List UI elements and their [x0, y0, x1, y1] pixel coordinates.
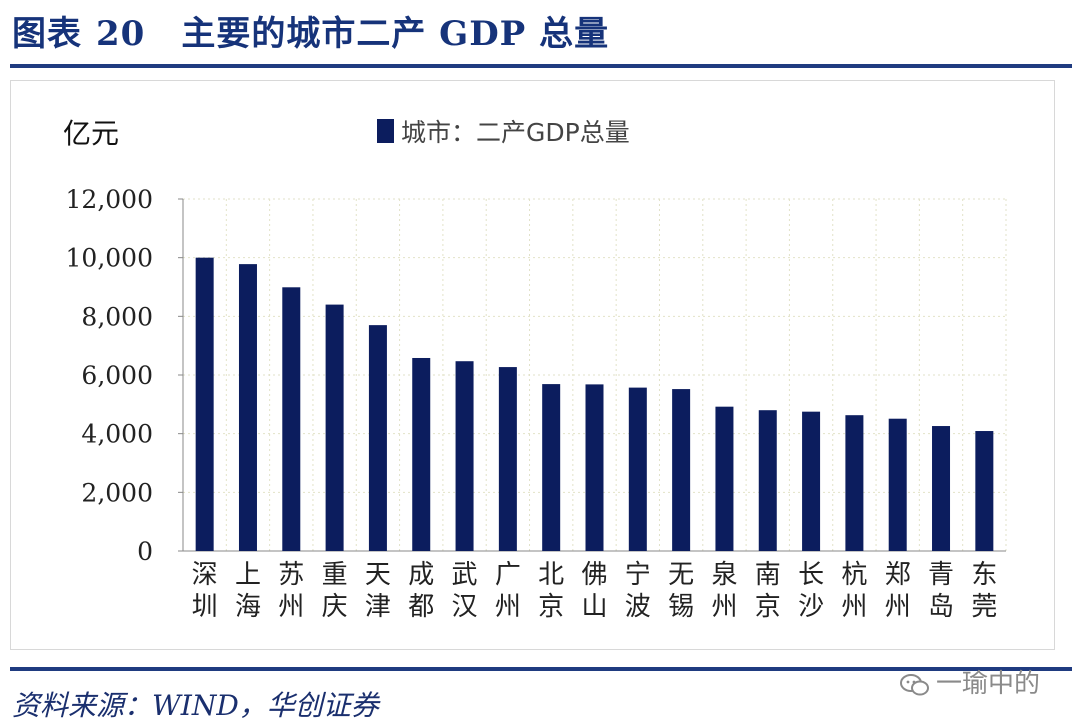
x-tick-label: 杭州: [841, 560, 867, 622]
x-tick-label: 佛山: [581, 560, 607, 622]
footer-rule: [10, 667, 1072, 671]
bar: [368, 325, 387, 551]
legend-label: 城市：二产GDP总量: [401, 118, 630, 147]
bar: [628, 387, 647, 551]
x-tick-label: 东莞: [971, 560, 997, 622]
source-note: 资料来源：WIND，华创证券: [12, 689, 379, 722]
x-tick-label: 深圳: [192, 560, 218, 622]
x-tick-label: 广州: [495, 560, 521, 622]
title-text: 主要的城市二产 GDP 总量: [181, 14, 610, 54]
x-tick-label: 北京: [538, 560, 564, 622]
wechat-icon: [900, 673, 929, 695]
x-tick-label: 天津: [365, 560, 391, 622]
watermark-text: 一瑜中的: [936, 669, 1041, 699]
bar: [325, 304, 344, 551]
x-tick-label: 上海: [235, 560, 261, 622]
x-tick-label: 武汉: [452, 560, 478, 622]
bar: [672, 389, 691, 551]
bar-chart: 0 2,000 4,000 6,000 8,000 10,000 12,000 深圳上海苏州重…: [63, 117, 1007, 622]
y-tick-label: 12,000: [66, 185, 153, 214]
x-tick-label: 苏州: [278, 560, 304, 622]
y-tick-label: 2,000: [81, 478, 153, 507]
y-tick-label: 0: [137, 537, 153, 566]
title-prefix: 图表: [12, 14, 82, 54]
x-tick-label: 南京: [755, 560, 781, 622]
bar: [888, 418, 907, 551]
bar: [238, 264, 257, 551]
x-tick-label: 成都: [408, 560, 434, 622]
x-tick-label: 郑州: [885, 560, 911, 622]
bar: [802, 411, 821, 551]
chart-panel: 0 2,000 4,000 6,000 8,000 10,000 12,000 深圳 上海 苏州重…: [10, 80, 1055, 650]
x-tick-label: 长沙: [798, 560, 824, 622]
header-rule: [10, 64, 1072, 68]
bar: [455, 361, 474, 551]
x-tick-label: 泉州: [711, 560, 737, 622]
x-tick-label: 无锡: [668, 560, 694, 622]
bar: [282, 287, 301, 551]
bar: [845, 415, 864, 551]
y-tick-label: 6,000: [81, 361, 153, 390]
bar: [715, 406, 734, 551]
title-number: 20: [96, 14, 146, 54]
x-tick-label: 宁波: [625, 560, 651, 622]
bar: [585, 384, 604, 551]
y-axis-unit-label: 亿元: [63, 117, 119, 150]
x-tick-label: 青岛: [928, 560, 954, 622]
bar: [932, 426, 951, 551]
bar: [975, 431, 994, 551]
y-tick-label: 10,000: [66, 244, 153, 273]
bar: [758, 410, 777, 551]
bar: [195, 257, 214, 551]
y-tick-label: 4,000: [81, 420, 153, 449]
watermark: 一瑜中的: [900, 663, 1040, 700]
bar: [412, 357, 431, 551]
bar: [498, 367, 517, 551]
legend-swatch: [377, 119, 394, 143]
x-tick-label: 重庆: [322, 560, 348, 622]
y-tick-label: 8,000: [81, 302, 153, 331]
chart-title: 图表 20 主要的城市二产 GDP 总量: [12, 6, 609, 55]
bar: [542, 384, 561, 551]
